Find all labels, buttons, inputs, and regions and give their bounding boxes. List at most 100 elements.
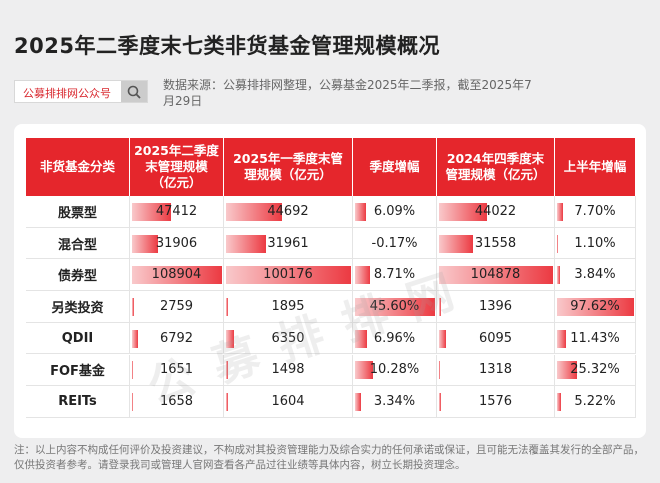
table-cell: 45.60%	[353, 291, 437, 323]
row-label: 另类投资	[26, 291, 130, 323]
data-bar	[439, 266, 553, 285]
cell-text: 1396	[478, 298, 513, 314]
table-cell: 1498	[224, 354, 353, 387]
data-bar	[557, 202, 564, 221]
cell-text: -0.17%	[371, 235, 418, 251]
cell-text: 100176	[263, 267, 313, 283]
cell-text: 5.22%	[574, 394, 616, 410]
cell-text: 3.84%	[574, 267, 616, 283]
table-cell: 108904	[130, 259, 224, 292]
table-cell: 97.62%	[555, 291, 636, 323]
table-cell: 11.43%	[555, 322, 636, 355]
cell-text: 11.43%	[570, 330, 620, 346]
table-cell: 1318	[437, 354, 555, 387]
data-bar	[226, 361, 228, 380]
row-label: 混合型	[26, 227, 130, 260]
cell-text: 1895	[271, 298, 305, 314]
cell-text: 7.70%	[574, 203, 616, 219]
data-bar	[226, 266, 351, 285]
cell-text: 混合型	[57, 237, 97, 253]
data-bar	[355, 297, 435, 316]
cell-text: 1576	[478, 394, 513, 410]
column-header: 非货基金分类	[26, 138, 130, 196]
data-bar	[439, 329, 446, 348]
row-label: REITs	[26, 386, 130, 418]
table-cell: 7.70%	[555, 196, 636, 228]
cell-text: 6.09%	[373, 203, 416, 219]
table-cell: 100176	[224, 259, 353, 292]
table-cell: 31961	[224, 227, 353, 260]
cell-text: 104878	[470, 267, 521, 283]
data-bar	[355, 329, 368, 348]
data-bar	[132, 202, 172, 221]
table-card: 非货基金分类 2025年二季度末管理规模（亿元） 2025年一季度末管理规模（亿元）…	[14, 124, 646, 438]
row-label: FOF基金	[26, 354, 130, 387]
cell-text: REITs	[58, 394, 97, 410]
table-cell: 3.84%	[555, 259, 636, 292]
data-bar	[355, 393, 361, 412]
column-header: 2025年二季度末管理规模（亿元）	[130, 138, 224, 196]
data-bar	[355, 202, 366, 221]
data-bar	[557, 297, 634, 316]
data-bar	[439, 393, 441, 412]
table-cell: 104878	[437, 259, 555, 292]
table-cell: 1.10%	[555, 227, 636, 260]
table-cell: 1576	[437, 386, 555, 418]
data-bar	[226, 329, 234, 348]
cell-text: 108904	[151, 267, 202, 283]
table-cell: 1396	[437, 291, 555, 323]
table-cell: -0.17%	[353, 227, 437, 260]
cell-text: 10.28%	[369, 362, 420, 378]
table-cell: 2759	[130, 291, 224, 323]
cell-text: 1604	[271, 394, 305, 410]
data-bar	[439, 297, 441, 316]
row-label: 债券型	[26, 259, 130, 292]
cell-text: FOF基金	[50, 364, 105, 380]
data-bar	[355, 266, 371, 285]
table-cell: 44692	[224, 196, 353, 228]
table-cell: 25.32%	[555, 354, 636, 387]
data-bar	[132, 329, 138, 348]
cell-text: 1.10%	[574, 235, 616, 251]
data-bar	[439, 234, 474, 253]
data-bar	[355, 361, 374, 380]
data-bar	[132, 393, 134, 412]
column-header: 2025年一季度末管理规模（亿元）	[224, 138, 353, 196]
data-bar	[132, 266, 222, 285]
cell-text: 44692	[267, 203, 309, 219]
cell-text: 25.32%	[570, 362, 620, 378]
cell-text: QDII	[61, 330, 94, 346]
table-cell: 8.71%	[353, 259, 437, 292]
table-cell: 1604	[224, 386, 353, 418]
row-label: QDII	[26, 322, 130, 355]
table-cell: 6350	[224, 322, 353, 355]
cell-text: 6.96%	[373, 330, 416, 346]
table-cell: 5.22%	[555, 386, 636, 418]
column-header: 2024年四季度末管理规模（亿元）	[437, 138, 555, 196]
cell-text: 45.60%	[369, 298, 420, 314]
data-bar	[439, 361, 441, 380]
data-bar	[557, 393, 562, 412]
cell-text: 44022	[474, 203, 517, 219]
search-button[interactable]	[121, 81, 147, 102]
data-bar	[132, 234, 159, 253]
data-bar	[557, 329, 567, 348]
footnote: 注：以上内容不构成任何评价及投资建议，不构成对其投资管理能力及综合实力的任何承诺…	[14, 444, 644, 471]
data-bar	[226, 393, 228, 412]
data-bar	[132, 361, 134, 380]
data-bar	[226, 234, 266, 253]
cell-text: 1651	[159, 362, 194, 378]
cell-text: 另类投资	[51, 300, 104, 316]
title: 2025年二季度末七类非货基金管理规模概况	[14, 34, 440, 58]
search-box[interactable]: 公募排排网公众号	[14, 80, 148, 103]
cell-text: 1658	[159, 394, 194, 410]
table-cell: 31906	[130, 227, 224, 260]
search-icon	[127, 85, 141, 99]
table-cell: 10.28%	[353, 354, 437, 387]
table-cell: 1658	[130, 386, 224, 418]
data-bar	[226, 297, 229, 316]
cell-text: 6095	[478, 330, 513, 346]
cell-text: 31906	[155, 235, 198, 251]
table-cell: 1651	[130, 354, 224, 387]
